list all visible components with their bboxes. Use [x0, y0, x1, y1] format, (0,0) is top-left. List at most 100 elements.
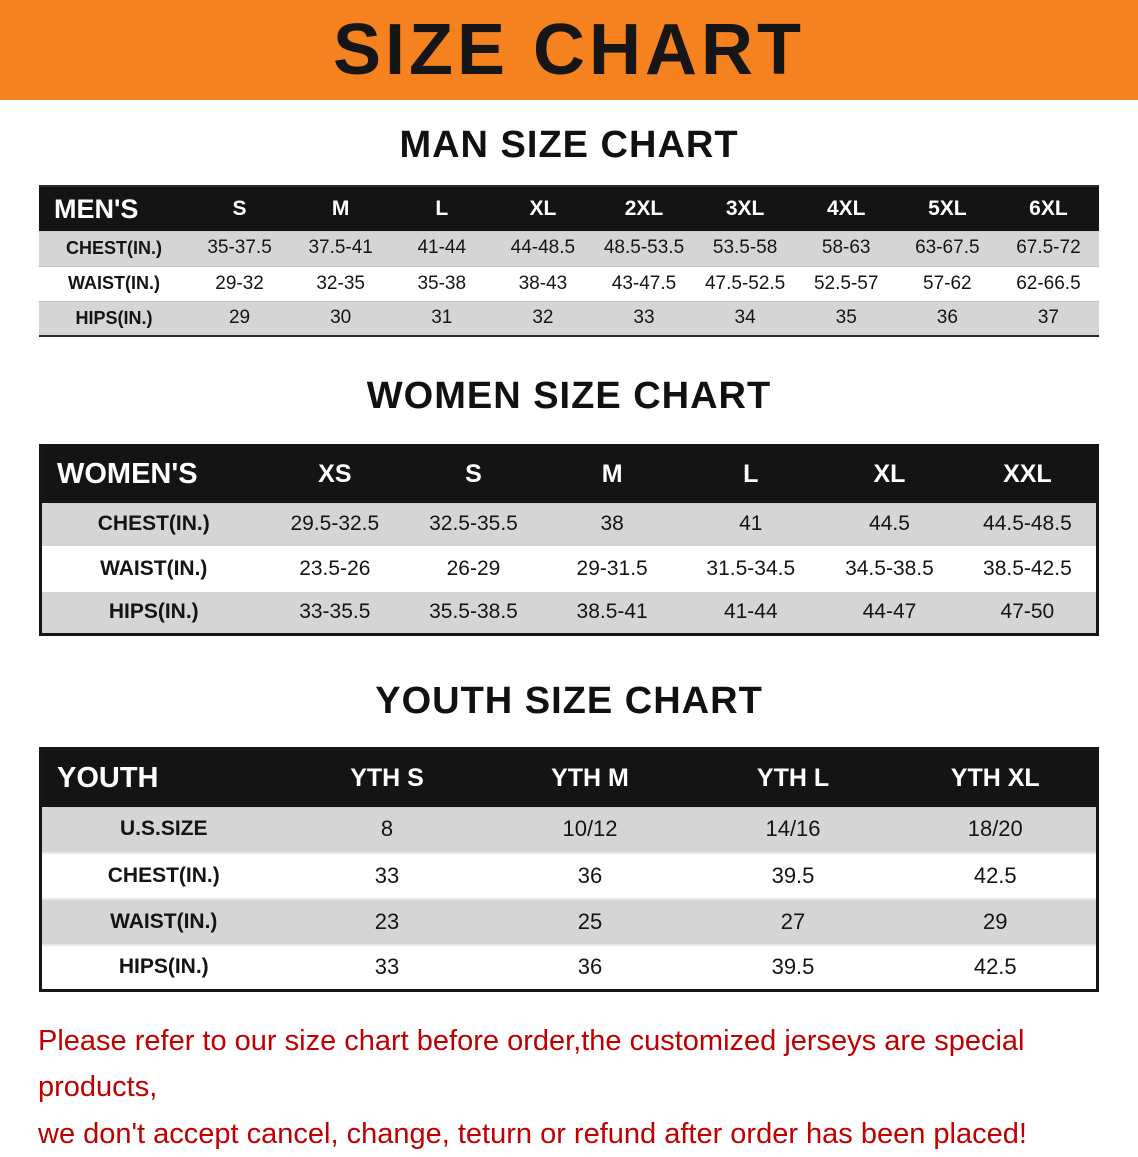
row-label-cell: HIPS(IN.): [108, 600, 199, 624]
size-value-cell: 44.5-48.5: [983, 512, 1072, 535]
size-value-cell: 33: [374, 954, 400, 980]
measurement-row: CHEST(IN.) 33 36 39.5 42.5: [40, 852, 1098, 899]
size-value-cell: 36: [577, 862, 603, 888]
size-value-cell: 14/16: [765, 816, 821, 841]
women-section-title: WOMEN SIZE CHART: [366, 375, 772, 417]
size-value-cell: 62-66.5: [1016, 272, 1081, 294]
size-value-cell: 23.5-26: [299, 556, 371, 580]
size-value-cell: 29: [983, 908, 1008, 934]
size-value-cell: 29: [228, 307, 251, 329]
size-value-cell: 10/12: [562, 816, 618, 841]
youth-size-table: YOUTH YTH S YTH M YTH L YTH XL U.S.SIZE 8 10/12…: [39, 747, 1099, 992]
disclaimer-line-2: we don't accept cancel, change, teturn o…: [38, 1117, 1027, 1150]
size-header-cell: 6XL: [997, 186, 1099, 231]
size-value-cell: 33: [374, 862, 400, 888]
header-row: WOMEN'S XS S M L XL XXL: [40, 445, 1098, 503]
size-value-cell: 32-35: [316, 272, 365, 294]
disclaimer-line-1: Please refer to our size chart before or…: [38, 1025, 1025, 1104]
size-value-cell: 18/20: [967, 816, 1023, 841]
size-value-cell: 33-35.5: [299, 600, 371, 624]
size-value-cell: 32: [532, 307, 554, 329]
measurement-row: CHEST(IN.) 35-37.5 37.5-41 41-44 44-48.5 48.5…: [39, 231, 1099, 266]
size-value-cell: 34: [734, 307, 756, 329]
size-value-cell: 35-38: [417, 272, 467, 294]
size-value-cell: 47-50: [1000, 600, 1055, 624]
size-header-cell: S: [404, 445, 543, 503]
size-value-cell: 41-44: [417, 237, 467, 259]
size-value-cell: 29-31.5: [576, 556, 648, 580]
measurement-row: HIPS(IN.) 33-35.5 35.5-38.5 38.5-41 41-44 44-…: [40, 590, 1098, 635]
size-value-cell: 26-29: [446, 556, 501, 580]
size-value-cell: 44.5: [869, 512, 910, 535]
size-header-cell: XL: [820, 445, 959, 503]
size-chart-banner: SIZE CHART: [0, 0, 1138, 100]
size-value-cell: 42.5: [973, 954, 1017, 980]
size-value-cell: 58-63: [821, 237, 871, 259]
measurement-row: HIPS(IN.) 33 36 39.5 42.5: [40, 944, 1098, 991]
size-value-cell: 57-62: [923, 272, 972, 294]
size-value-cell: 38-43: [518, 272, 568, 294]
measurement-row: U.S.SIZE 8 10/12 14/16 18/20: [40, 806, 1098, 853]
size-header-cell: XXL: [958, 445, 1098, 503]
size-header-cell: YTH M: [488, 748, 692, 807]
size-value-cell: 48.5-53.5: [603, 237, 685, 259]
header-row: MEN'S S M L XL 2XL 3XL 4XL 5XL 6XL: [39, 186, 1099, 231]
size-header-cell: 4XL: [795, 186, 897, 231]
size-value-cell: 31.5-34.5: [706, 556, 796, 580]
size-header-cell: S: [189, 186, 291, 231]
size-value-cell: 36: [936, 307, 958, 329]
size-header-cell: 3XL: [694, 186, 796, 231]
table-title-cell: WOMEN'S: [40, 445, 266, 503]
measurement-row: HIPS(IN.) 29 30 31 32 33 34 35 36 37: [39, 301, 1099, 336]
row-label-cell: U.S.SIZE: [119, 817, 208, 840]
youth-section-title: YOUTH SIZE CHART: [375, 680, 763, 722]
size-value-cell: 33: [633, 307, 655, 329]
size-value-cell: 29-32: [215, 272, 264, 294]
size-value-cell: 27: [780, 908, 806, 934]
size-value-cell: 35: [835, 307, 857, 329]
size-value-cell: 32.5-35.5: [429, 512, 518, 535]
size-value-cell: 30: [330, 307, 352, 329]
measurement-row: WAIST(IN.) 23 25 27 29: [40, 898, 1098, 945]
size-header-cell: XS: [265, 445, 405, 503]
size-value-cell: 39.5: [771, 862, 815, 888]
size-value-cell: 41-44: [723, 600, 778, 624]
size-header-cell: 2XL: [593, 186, 695, 231]
women-size-table: WOMEN'S XS S M L XL XXL CHEST(IN.) 29.5-32.5 32.5…: [39, 444, 1099, 636]
measurement-row: WAIST(IN.) 29-32 32-35 35-38 38-43 43-47.5 47.…: [39, 266, 1099, 301]
table-title-cell: YOUTH: [40, 748, 286, 807]
men-size-table: MEN'S S M L XL 2XL 3XL 4XL 5XL 6XL CHEST(IN.) 35-37…: [39, 185, 1099, 337]
row-label-cell: CHEST(IN.): [107, 863, 220, 887]
size-value-cell: 37.5-41: [308, 237, 373, 259]
size-value-cell: 36: [577, 954, 603, 980]
size-value-cell: 38.5-42.5: [983, 556, 1072, 580]
row-label-cell: CHEST(IN.): [97, 512, 210, 535]
size-value-cell: 37: [1037, 307, 1059, 329]
size-value-cell: 34.5-38.5: [845, 556, 934, 580]
row-label-cell: CHEST(IN.): [66, 237, 162, 258]
size-header-cell: YTH XL: [894, 748, 1098, 807]
size-value-cell: 43-47.5: [611, 272, 677, 294]
measurement-row: WAIST(IN.) 23.5-26 26-29 29-31.5 31.5-34.5 34…: [40, 546, 1098, 591]
size-header-cell: YTH L: [691, 748, 895, 807]
size-value-cell: 53.5-58: [712, 237, 778, 259]
size-value-cell: 47.5-52.5: [704, 272, 786, 294]
header-row: YOUTH YTH S YTH M YTH L YTH XL: [40, 748, 1098, 807]
size-value-cell: 8: [380, 816, 394, 841]
size-value-cell: 25: [577, 908, 603, 934]
table-title-cell: MEN'S: [39, 186, 189, 231]
size-value-cell: 67.5-72: [1016, 237, 1081, 259]
size-value-cell: 44-48.5: [510, 237, 576, 259]
size-header-cell: YTH S: [285, 748, 489, 807]
size-value-cell: 23: [374, 908, 400, 934]
size-value-cell: 44-47: [862, 600, 917, 624]
row-label-cell: HIPS(IN.): [118, 955, 209, 979]
men-section-title: MAN SIZE CHART: [399, 124, 739, 166]
row-label-cell: WAIST(IN.): [100, 556, 208, 580]
size-value-cell: 39.5: [771, 954, 815, 980]
size-value-cell: 38.5-41: [576, 600, 648, 624]
disclaimer-text: Please refer to our size chart before or…: [38, 1018, 1100, 1157]
row-label-cell: WAIST(IN.): [110, 909, 218, 933]
row-label-cell: HIPS(IN.): [75, 307, 153, 328]
size-value-cell: 29.5-32.5: [290, 512, 380, 535]
